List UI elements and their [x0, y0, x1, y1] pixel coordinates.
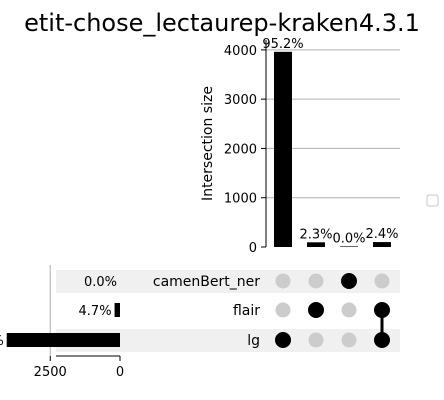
intersection-bar [340, 246, 358, 247]
set-name-label: camenBert_ner [153, 274, 260, 290]
y-axis-label: Intersection size [200, 86, 216, 201]
intersection-bar [274, 51, 292, 248]
totals-row-shade [56, 270, 120, 293]
label-row-shade [120, 270, 266, 293]
matrix-dot-empty [275, 273, 291, 289]
matrix-dot-empty [341, 332, 357, 348]
y-tick-label: 1000 [224, 192, 257, 207]
matrix-dot-filled [374, 332, 390, 348]
matrix-dot-empty [374, 273, 390, 289]
set-size-bar [114, 303, 120, 317]
intersection-bar-label: 2.3% [299, 227, 332, 242]
set-size-label: 97.7% [0, 334, 4, 349]
intersection-bar [307, 242, 325, 247]
totals-x-tick-label: 0 [116, 365, 124, 380]
label-row-shade [120, 329, 266, 352]
y-tick-label: 3000 [224, 93, 257, 108]
matrix-dot-empty [275, 302, 291, 318]
set-size-bar [6, 333, 120, 347]
intersection-bar-label: 2.4% [365, 227, 398, 242]
y-tick-label: 2000 [224, 142, 257, 157]
matrix-dot-empty [308, 273, 324, 289]
chart-title: etit-chose_lectaurep-kraken4.3.1 [24, 9, 420, 37]
matrix-row-shade [266, 270, 400, 293]
matrix-dot-empty [341, 302, 357, 318]
y-tick-label: 0 [249, 241, 257, 256]
set-size-label: 4.7% [79, 304, 112, 319]
matrix-dot-filled [308, 302, 324, 318]
matrix-row-shade [266, 329, 400, 352]
intersection-bar-label: 0.0% [332, 231, 365, 246]
totals-x-tick-label: 2500 [34, 365, 67, 380]
matrix-dot-filled [341, 273, 357, 289]
matrix-dot-empty [308, 332, 324, 348]
matrix-dot-filled [374, 302, 390, 318]
intersection-bar-label: 95.2% [262, 37, 303, 52]
set-name-label: flair [233, 303, 260, 319]
set-size-label: 0.0% [84, 275, 117, 290]
matrix-dot-filled [275, 332, 291, 348]
legend-box [426, 194, 439, 207]
y-tick-label: 4000 [224, 44, 257, 59]
set-name-label: lg [247, 333, 260, 349]
intersection-bar [373, 242, 391, 247]
